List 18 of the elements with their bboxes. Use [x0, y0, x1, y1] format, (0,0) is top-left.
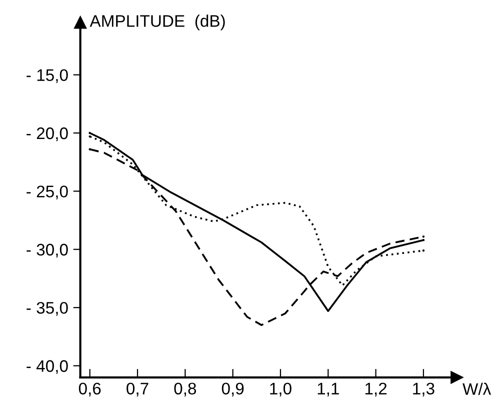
- y-axis-title: AMPLITUDE (dB): [90, 14, 225, 30]
- x-tick-label: 0,8: [174, 382, 196, 396]
- x-axis-title: W/λ: [462, 382, 492, 395]
- x-tick-label: 1,0: [270, 382, 292, 396]
- x-tick-label: 0,6: [78, 382, 101, 396]
- y-tick-label: - 35,0: [26, 302, 68, 316]
- y-tick-label: - 20,0: [26, 127, 68, 142]
- point: [422, 249, 425, 252]
- y-tick-label: - 30,0: [26, 244, 68, 258]
- x-tick-label: 0,7: [126, 382, 148, 396]
- x-tick-label: 1,3: [413, 382, 434, 396]
- y-tick-label: - 15,0: [26, 69, 68, 83]
- point: [422, 235, 425, 238]
- x-tick-label: 1,1: [318, 382, 339, 396]
- y-tick-label: - 25,0: [26, 186, 68, 200]
- y-tick-label: - 40,0: [26, 360, 68, 374]
- x-tick-label: 1,2: [365, 382, 387, 396]
- x-tick-label: 0,9: [222, 382, 244, 396]
